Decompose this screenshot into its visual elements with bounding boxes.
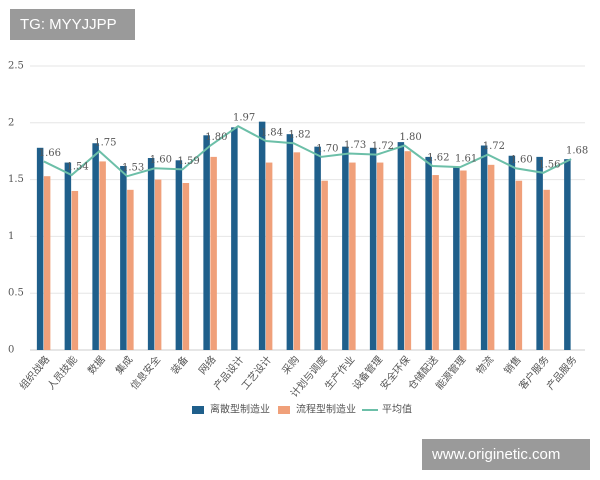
watermark-box [422, 439, 590, 470]
bar [286, 134, 294, 350]
bar [453, 167, 460, 350]
bar [147, 158, 155, 350]
bar [349, 162, 356, 350]
bar [203, 135, 210, 350]
watermark: www.originetic.com [431, 446, 560, 463]
bar [460, 170, 467, 350]
data-label: 1.59 [177, 156, 199, 167]
y-tick-label: 0 [8, 345, 14, 356]
data-label: 1.73 [344, 140, 366, 151]
bar [265, 162, 273, 350]
data-label: 1.72 [483, 141, 505, 152]
data-label: 1.54 [66, 162, 88, 173]
bar [515, 180, 523, 350]
data-label: 1.82 [288, 130, 310, 141]
bar [210, 156, 217, 350]
bar [127, 189, 134, 350]
bar [369, 147, 377, 350]
data-label: 1.80 [399, 132, 421, 143]
data-label: 1.56 [538, 159, 560, 170]
bar [376, 162, 384, 350]
y-tick-label: 2 [8, 117, 14, 128]
legend-label: 平均值 [382, 403, 412, 416]
bar [432, 175, 439, 350]
bar [342, 146, 349, 350]
bar [543, 189, 550, 350]
legend-label: 离散型制造业 [210, 403, 270, 416]
data-label: 1.84 [261, 127, 283, 138]
bar [404, 151, 412, 350]
data-label: 1.66 [39, 148, 61, 159]
bar [321, 180, 328, 350]
bar [397, 142, 405, 350]
bar [293, 152, 301, 350]
bar [258, 121, 266, 350]
bar [175, 160, 183, 350]
y-tick-label: 1 [8, 231, 14, 242]
bar [231, 127, 238, 351]
bar [120, 165, 127, 350]
legend-swatch [278, 406, 290, 414]
bar [43, 176, 51, 350]
line [43, 125, 572, 178]
data-label: 1.60 [150, 155, 172, 166]
bar [480, 145, 488, 350]
y-tick-label: 2.5 [8, 61, 24, 72]
bar [182, 183, 190, 350]
bar [154, 179, 162, 350]
bar [36, 147, 44, 350]
data-label: 1.75 [94, 138, 116, 149]
bar [536, 156, 543, 350]
data-label: 1.53 [122, 163, 144, 174]
data-label: 1.60 [510, 155, 532, 166]
legend-swatch [192, 406, 204, 414]
bar [314, 146, 321, 350]
watermark: TG: MYYJJPP [20, 16, 117, 33]
data-label: 1.80 [205, 132, 227, 143]
bar [508, 155, 516, 350]
data-label: 1.61 [455, 154, 477, 165]
bar [92, 143, 99, 350]
watermark-box [10, 9, 135, 40]
data-label: 1.68 [566, 146, 588, 157]
y-tick-label: 0.5 [8, 288, 24, 299]
bar [425, 156, 432, 350]
bar [487, 164, 495, 350]
bar [64, 162, 72, 350]
legend-label: 流程型制造业 [296, 403, 356, 416]
data-label: 1.72 [372, 141, 394, 152]
y-tick-label: 1.5 [8, 174, 24, 185]
data-label: 1.62 [427, 152, 449, 163]
data-label: 1.70 [316, 143, 338, 154]
bar [71, 190, 79, 350]
data-label: 1.97 [233, 113, 255, 124]
bar [564, 159, 571, 350]
bar [99, 161, 106, 350]
